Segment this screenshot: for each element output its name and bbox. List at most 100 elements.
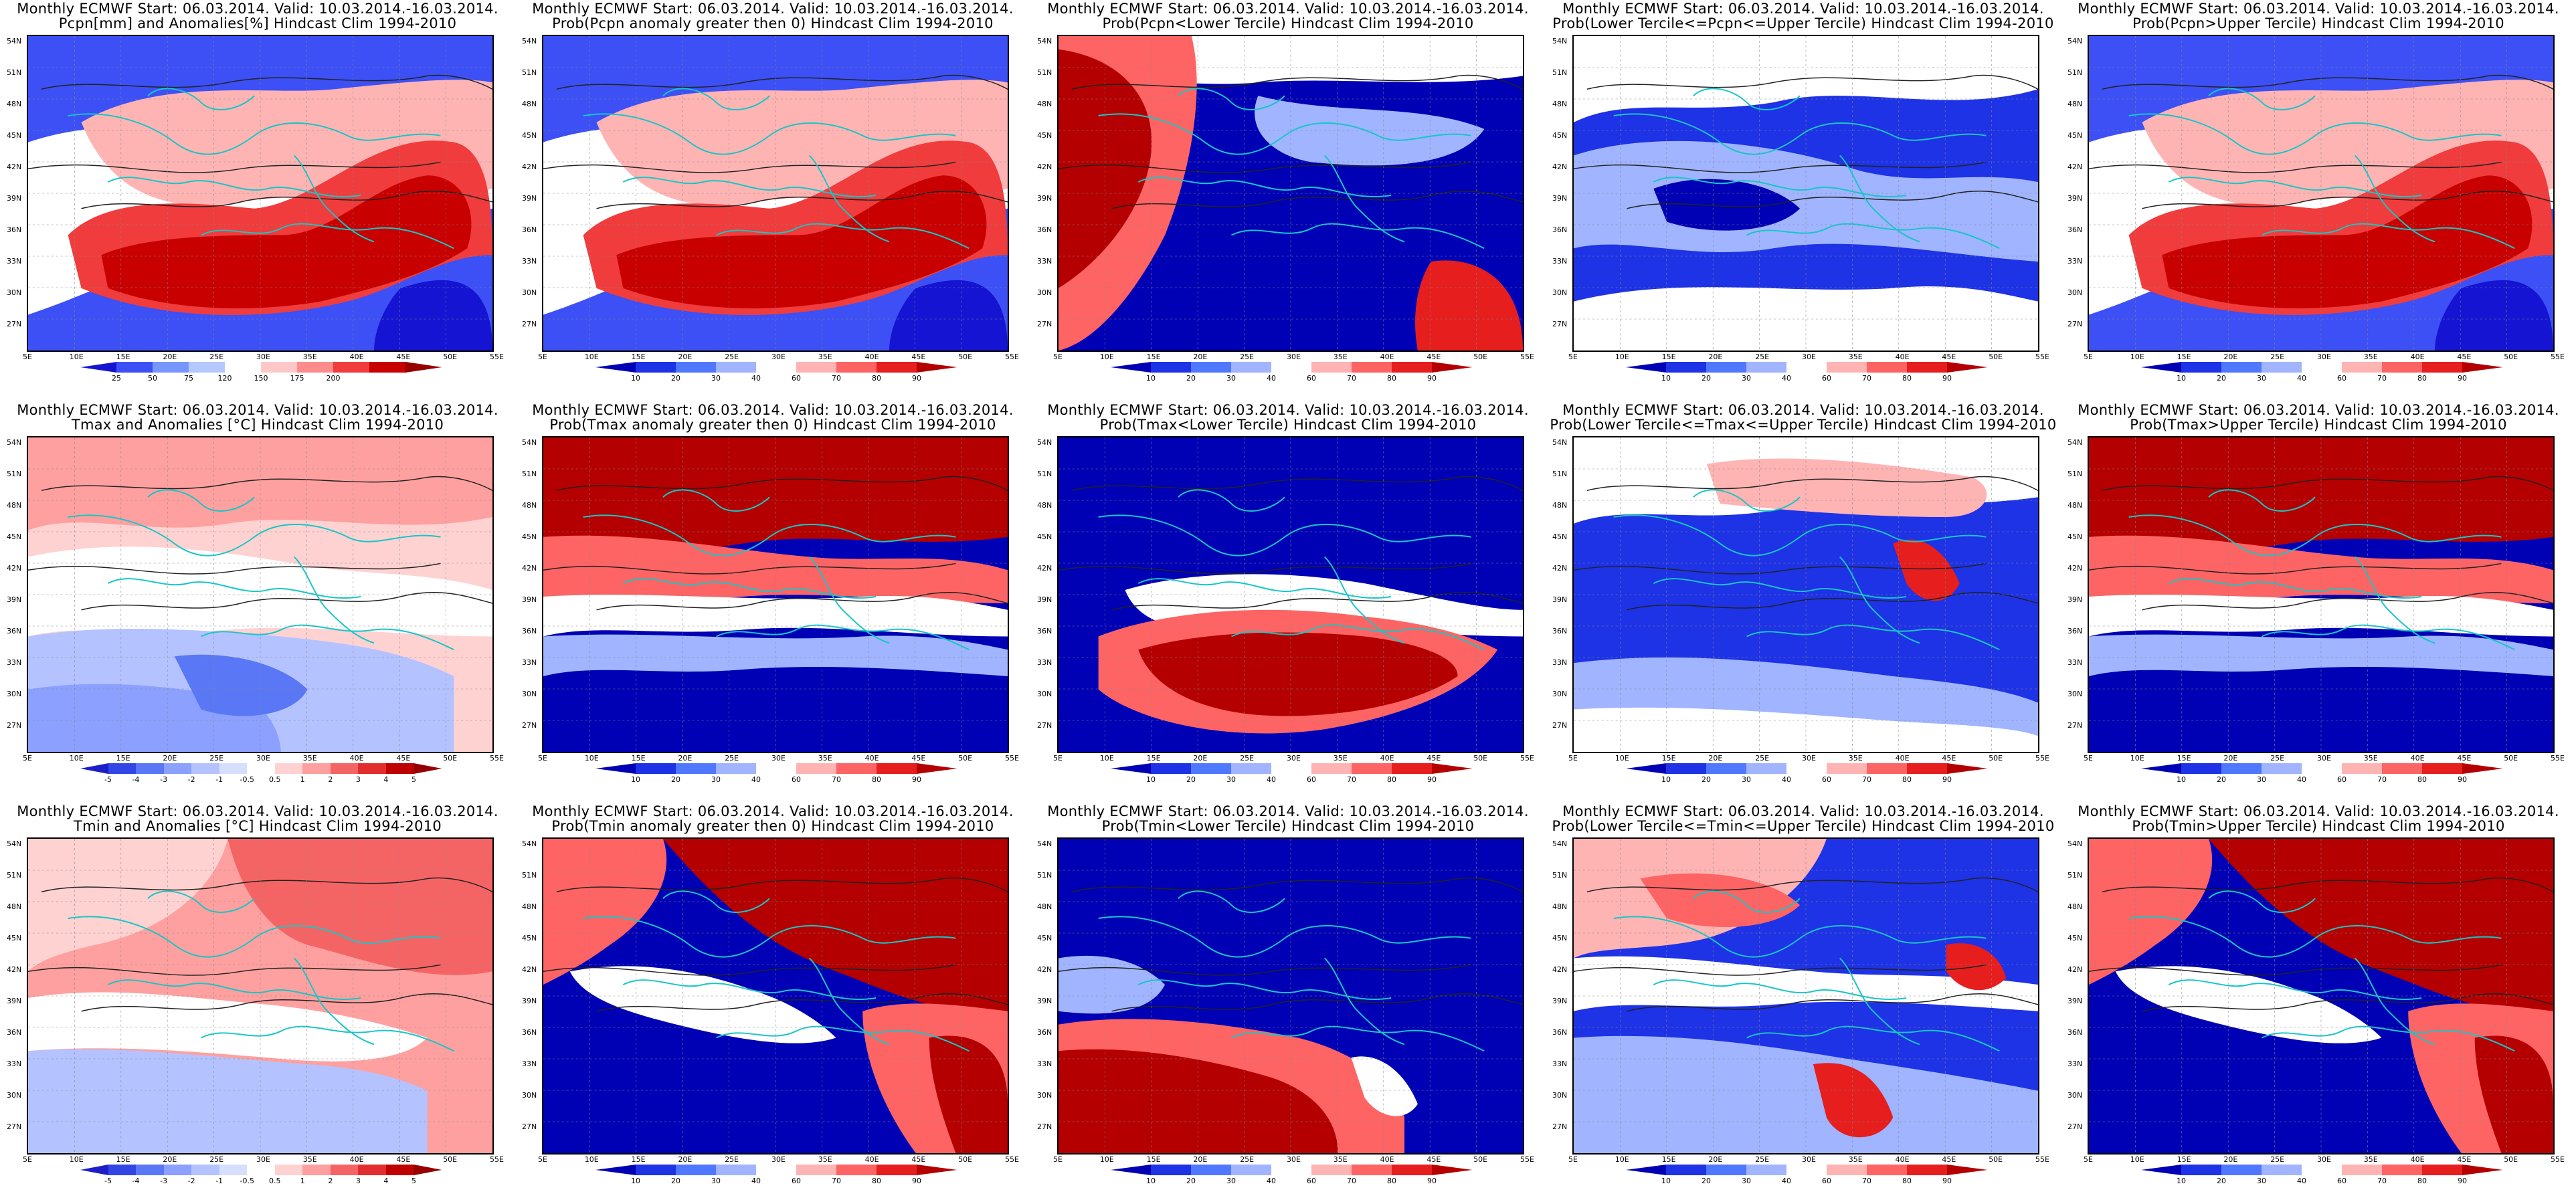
coastline — [1324, 556, 1405, 644]
panel-title: Monthly ECMWF Start: 06.03.2014. Valid: … — [1546, 403, 2061, 432]
latitude-label: 36N — [2067, 1028, 2083, 1037]
longitude-label: 5E — [23, 754, 32, 763]
colorbar-tick-label: 30 — [2257, 1177, 2266, 1185]
longitude-label: 25E — [1240, 1155, 1255, 1164]
colorbar-cell — [1666, 1165, 1707, 1175]
colorbar-cell — [1947, 763, 1988, 774]
panel-title-line2: Prob(Pcpn<Lower Tercile) Hindcast Clim 1… — [1102, 15, 1474, 31]
colorbar-cell — [716, 763, 757, 774]
longitude-label: 50E — [1989, 353, 2003, 361]
colorbar-tick-label: 20 — [1701, 1177, 1711, 1185]
longitude-label: 20E — [163, 353, 177, 361]
colorbar-tick-label: 80 — [1387, 775, 1396, 784]
panel-title: Monthly ECMWF Start: 06.03.2014. Valid: … — [0, 1, 515, 31]
colorbar-cell — [385, 763, 414, 774]
longitude-label: 45E — [2457, 353, 2472, 361]
colorbar-tick-label: -5 — [104, 1177, 112, 1185]
colorbar-cell — [2342, 362, 2383, 373]
latitude-label: 48N — [7, 902, 22, 911]
coastline — [2355, 957, 2435, 1045]
latitude-label: 39N — [2067, 595, 2083, 604]
colorbar-tick-label: 20 — [1186, 1177, 1196, 1185]
colorbar-tick-label: 40 — [2297, 775, 2306, 784]
coastline — [2128, 514, 2502, 557]
longitude-label: 5E — [2084, 754, 2093, 763]
colorbar-tick-label: 40 — [751, 775, 761, 784]
colorbar-cell — [2302, 1165, 2342, 1175]
coastline — [1613, 514, 1987, 557]
contour-line — [1111, 591, 1523, 611]
colorbar-cell — [1191, 362, 1232, 373]
colorbar-cell — [405, 362, 442, 373]
longitude-label: 45E — [911, 353, 926, 361]
latitude-label: 48N — [1552, 902, 1568, 911]
colorbar-cell — [1352, 763, 1392, 774]
colorbar-tick-label: 70 — [832, 1177, 841, 1185]
longitude-label: 15E — [1146, 353, 1161, 361]
longitude-label: 35E — [818, 754, 832, 763]
contour-line — [543, 563, 956, 575]
colorbar-tick-label: 70 — [1862, 775, 1871, 784]
longitude-label: 35E — [818, 353, 832, 361]
latitude-label: 54N — [1037, 438, 1052, 447]
panel-title-line2: Pcpn[mm] and Anomalies[%] Hindcast Clim … — [58, 15, 457, 31]
panel-title-line2: Prob(Lower Tercile<=Tmin<=Upper Tercile)… — [1552, 818, 2055, 834]
contour-line — [2089, 161, 2502, 173]
map-field — [2088, 35, 2555, 352]
longitude-label: 35E — [818, 1155, 832, 1164]
colorbar-tick-label: 90 — [912, 775, 921, 784]
colorbar-tick-label: 40 — [2297, 374, 2306, 383]
colorbar-probability: 10 20 30 40 60 70 80 90 — [2141, 1165, 2503, 1185]
longitude-label: 5E — [2084, 1155, 2093, 1164]
colorbar-cell — [636, 763, 676, 774]
longitude-label: 55E — [1520, 353, 1534, 361]
longitude-label: 15E — [1661, 754, 1676, 763]
latitude-label: 45N — [1552, 131, 1568, 140]
colorbar-cell — [1626, 362, 1667, 373]
colorbar-probability: 10 20 30 40 60 70 80 90 — [595, 362, 957, 383]
panel-title: Monthly ECMWF Start: 06.03.2014. Valid: … — [2061, 804, 2576, 833]
latitude-label: 42N — [522, 564, 537, 573]
map-panel: Monthly ECMWF Start: 06.03.2014. Valid: … — [1546, 803, 2061, 1204]
colorbar-cell — [595, 1165, 636, 1175]
latitude-label: 39N — [7, 595, 22, 604]
colorbar-cell — [716, 1165, 757, 1175]
latitude-label: 51N — [522, 68, 537, 77]
longitude-label: 10E — [584, 353, 599, 361]
colorbar-cell — [108, 763, 136, 774]
longitude-label: 5E — [1053, 754, 1063, 763]
longitude-label: 5E — [23, 353, 32, 361]
colorbar-cell — [1271, 362, 1312, 373]
latitude-label: 51N — [1037, 68, 1052, 77]
colorbar-cell — [2262, 362, 2302, 373]
longitude-label: 10E — [1099, 754, 1114, 763]
latitude-label: 54N — [7, 37, 22, 45]
latitude-label: 36N — [2067, 627, 2083, 635]
colorbar-tick-label: 75 — [184, 374, 193, 383]
colorbar-cell — [1231, 763, 1272, 774]
colorbar-tick-label: 30 — [1226, 775, 1236, 784]
contour-line — [1627, 993, 2038, 1012]
colorbar-cell — [2221, 362, 2262, 373]
coastline — [107, 177, 361, 198]
longitude-label: 15E — [1146, 1155, 1161, 1164]
map-field-svg — [1059, 437, 1523, 752]
colorbar-cell — [2382, 1165, 2423, 1175]
longitude-label: 45E — [911, 1155, 926, 1164]
colorbar-cell — [189, 362, 225, 373]
contour-line — [2102, 476, 2553, 492]
coastline — [147, 88, 255, 110]
panel-title-line1: Monthly ECMWF Start: 06.03.2014. Valid: … — [1047, 1, 1529, 17]
contour-line — [41, 877, 492, 893]
longitude-label: 20E — [1708, 353, 1723, 361]
colorbar-cell — [1786, 362, 1827, 373]
coastline — [2208, 88, 2316, 110]
longitude-label: 25E — [2270, 754, 2285, 763]
colorbar-cell — [1392, 763, 1433, 774]
colorbar-cell — [1311, 763, 1352, 774]
colorbar-tick-label: 40 — [1267, 374, 1276, 383]
colorbar-tick-label: 90 — [1427, 775, 1437, 784]
colorbar-cell — [1151, 362, 1192, 373]
map-field-svg — [1059, 839, 1523, 1153]
colorbar-tick-label: -4 — [132, 775, 140, 784]
